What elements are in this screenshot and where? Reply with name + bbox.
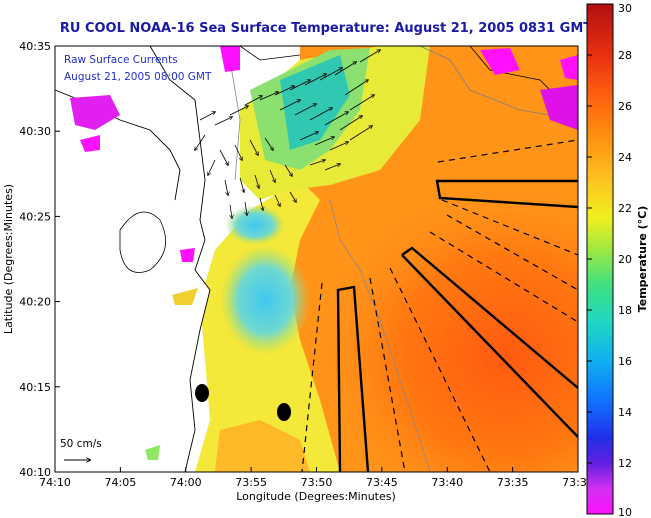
sst-cool-blob-2 xyxy=(225,205,285,245)
bay-outline xyxy=(119,211,167,273)
x-axis-label: Longitude (Degrees:Minutes) xyxy=(236,490,396,503)
x-tick-label: 73:55 xyxy=(235,476,267,489)
land-warm-patch xyxy=(172,288,198,305)
cloud-mask xyxy=(480,48,520,75)
sst-cool-blob xyxy=(220,245,310,355)
radial-line xyxy=(301,282,323,472)
y-tick-label: 40:25 xyxy=(19,210,51,223)
colorbar-tick-label: 12 xyxy=(618,457,632,470)
colorbar-tick-label: 10 xyxy=(618,506,632,518)
cloud-mask xyxy=(80,135,100,152)
cloud-mask xyxy=(560,55,578,80)
station-dot xyxy=(277,403,291,421)
sst-map: Raw Surface Currents August 21, 2005 08:… xyxy=(55,46,578,472)
cloud-mask xyxy=(180,248,195,262)
x-tick-label: 73:35 xyxy=(497,476,529,489)
long-island-shore xyxy=(239,46,301,61)
bathymetry-contour xyxy=(419,46,578,121)
scale-label: 50 cm/s xyxy=(60,438,102,450)
cloud-mask xyxy=(70,95,120,130)
colorbar-tick-label: 18 xyxy=(618,304,632,317)
colorbar-tick-label: 24 xyxy=(618,151,632,164)
colorbar-tick-label: 26 xyxy=(618,100,632,113)
radial-line xyxy=(429,231,578,323)
x-tick-label: 73:45 xyxy=(366,476,398,489)
survey-box-2 xyxy=(401,246,578,389)
x-tick-label: 73:50 xyxy=(301,476,333,489)
x-tick-label: 74:05 xyxy=(105,476,137,489)
y-axis: 40:35 40:30 40:25 40:20 40:15 40:10 xyxy=(19,40,60,479)
y-tick-label: 40:10 xyxy=(19,466,51,479)
colorbar-tick-label: 16 xyxy=(618,355,632,368)
legend-line-2: August 21, 2005 08:00 GMT xyxy=(64,71,212,83)
y-axis-label: Latitude (Degrees:Minutes) xyxy=(2,184,15,334)
station-dot xyxy=(195,384,209,402)
colorbar-tick-label: 20 xyxy=(618,253,632,266)
colorbar-tick-label: 30 xyxy=(618,2,632,15)
radial-transects xyxy=(301,139,578,472)
x-tick-label: 74:10 xyxy=(39,476,71,489)
cloud-mask xyxy=(540,85,578,130)
survey-box-2-edge xyxy=(401,254,578,438)
colorbar-tick-label: 22 xyxy=(618,202,632,215)
colorbar-label: Temperature (°C) xyxy=(636,206,649,313)
y-tick-label: 40:30 xyxy=(19,125,51,138)
x-tick-label: 73:30 xyxy=(562,476,594,489)
survey-boxes xyxy=(336,179,578,472)
bathymetry-contour-3 xyxy=(229,59,241,181)
sst-cyan-patch xyxy=(280,55,350,150)
colorbar-ticks: 10 12 14 16 18 20 22 24 26 28 30 xyxy=(587,2,632,518)
cloud-mask xyxy=(220,46,240,72)
surface-current-vectors xyxy=(195,50,380,218)
survey-box-3 xyxy=(435,179,578,209)
sst-south-patch xyxy=(215,420,310,472)
legend-line-1: Raw Surface Currents xyxy=(64,54,178,66)
y-tick-label: 40:20 xyxy=(19,296,51,309)
survey-box-1 xyxy=(336,285,370,472)
colorbar-tick-label: 14 xyxy=(618,406,632,419)
x-tick-label: 73:40 xyxy=(431,476,463,489)
radial-line xyxy=(437,139,578,163)
x-axis: 74:10 74:05 74:00 73:55 73:50 73:45 73:40 73:35… xyxy=(39,467,594,489)
radial-line xyxy=(389,267,491,472)
bathymetry-contour-2 xyxy=(329,199,431,472)
y-tick-label: 40:35 xyxy=(19,40,51,53)
radial-line xyxy=(446,214,578,291)
radial-line xyxy=(441,199,578,256)
x-tick-label: 74:00 xyxy=(170,476,202,489)
y-tick-label: 40:15 xyxy=(19,381,51,394)
chart-title: RU COOL NOAA-16 Sea Surface Temperature:… xyxy=(60,21,592,36)
colorbar-tick-label: 28 xyxy=(618,49,632,62)
land-green-patch xyxy=(145,445,160,460)
